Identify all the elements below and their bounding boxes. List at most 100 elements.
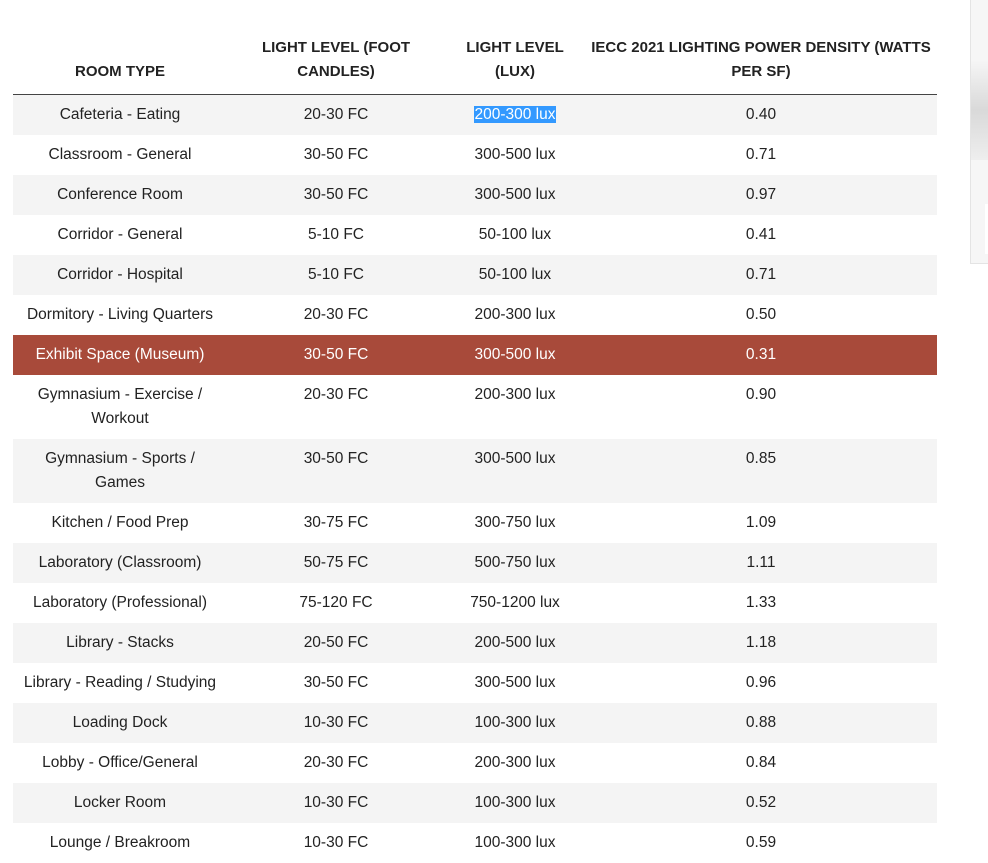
cell-room-type: Conference Room [13,175,227,215]
lighting-levels-table: ROOM TYPE LIGHT LEVEL (FOOT CANDLES) LIG… [13,0,937,863]
cell-lux: 500-750 lux [445,543,585,583]
table-row: Locker Room 10-30 FC 100-300 lux 0.52 [13,783,937,823]
table-row: Corridor - Hospital 5-10 FC 50-100 lux 0… [13,255,937,295]
table-row-highlighted: Exhibit Space (Museum) 30-50 FC 300-500 … [13,335,937,375]
cell-foot-candles: 30-50 FC [227,335,445,375]
header-power-density: IECC 2021 LIGHTING POWER DENSITY (WATTS … [585,0,937,95]
table-row: Laboratory (Professional) 75-120 FC 750-… [13,583,937,623]
header-lux: LIGHT LEVEL (LUX) [445,0,585,95]
cell-power-density: 1.18 [585,623,937,663]
cell-power-density: 0.88 [585,703,937,743]
cell-power-density: 0.50 [585,295,937,335]
cell-foot-candles: 30-50 FC [227,135,445,175]
cell-foot-candles: 30-50 FC [227,663,445,703]
cell-lux: 300-500 lux [445,135,585,175]
cell-lux: 300-500 lux [445,175,585,215]
cell-foot-candles: 20-30 FC [227,95,445,136]
cell-lux: 200-300 lux [445,743,585,783]
cell-room-type: Corridor - Hospital [13,255,227,295]
cell-power-density: 0.90 [585,375,937,439]
cell-power-density: 0.97 [585,175,937,215]
cell-power-density: 0.52 [585,783,937,823]
cell-lux: 300-500 lux [445,663,585,703]
table-row: Lobby - Office/General 20-30 FC 200-300 … [13,743,937,783]
table-row: Cafeteria - Eating 20-30 FC 200-300 lux … [13,95,937,136]
cell-foot-candles: 20-30 FC [227,295,445,335]
cell-room-type: Cafeteria - Eating [13,95,227,136]
lighting-levels-table-wrapper: ROOM TYPE LIGHT LEVEL (FOOT CANDLES) LIG… [13,0,937,863]
cell-power-density: 1.33 [585,583,937,623]
cell-room-type: Library - Reading / Studying [13,663,227,703]
cell-room-type: Kitchen / Food Prep [13,503,227,543]
cell-foot-candles: 10-30 FC [227,703,445,743]
cell-foot-candles: 20-50 FC [227,623,445,663]
cell-room-type: Laboratory (Professional) [13,583,227,623]
cell-lux: 100-300 lux [445,823,585,863]
cell-room-type: Laboratory (Classroom) [13,543,227,583]
cell-power-density: 1.11 [585,543,937,583]
table-row: Kitchen / Food Prep 30-75 FC 300-750 lux… [13,503,937,543]
cell-power-density: 0.84 [585,743,937,783]
cell-foot-candles: 50-75 FC [227,543,445,583]
cell-foot-candles: 75-120 FC [227,583,445,623]
table-body: Cafeteria - Eating 20-30 FC 200-300 lux … [13,95,937,863]
table-row: Laboratory (Classroom) 50-75 FC 500-750 … [13,543,937,583]
cell-lux: 200-300 lux [445,375,585,439]
cell-power-density: 0.31 [585,335,937,375]
cell-power-density: 1.09 [585,503,937,543]
cell-lux: 200-300 lux [445,295,585,335]
cell-power-density: 0.59 [585,823,937,863]
cell-room-type: Library - Stacks [13,623,227,663]
cell-room-type: Lobby - Office/General [13,743,227,783]
cell-foot-candles: 30-50 FC [227,439,445,503]
cell-lux: 200-300 lux [445,95,585,136]
cell-foot-candles: 10-30 FC [227,783,445,823]
selected-text: 200-300 lux [474,106,555,123]
table-row: Lounge / Breakroom 10-30 FC 100-300 lux … [13,823,937,863]
cell-foot-candles: 20-30 FC [227,375,445,439]
header-foot-candles: LIGHT LEVEL (FOOT CANDLES) [227,0,445,95]
table-header: ROOM TYPE LIGHT LEVEL (FOOT CANDLES) LIG… [13,0,937,95]
table-row: Gymnasium - Exercise / Workout 20-30 FC … [13,375,937,439]
cell-power-density: 0.40 [585,95,937,136]
table-row: Library - Stacks 20-50 FC 200-500 lux 1.… [13,623,937,663]
cell-room-type: Loading Dock [13,703,227,743]
cell-lux: 100-300 lux [445,703,585,743]
cell-foot-candles: 5-10 FC [227,255,445,295]
cell-power-density: 0.96 [585,663,937,703]
cell-room-type: Dormitory - Living Quarters [13,295,227,335]
cell-foot-candles: 30-75 FC [227,503,445,543]
cell-room-type: Gymnasium - Exercise / Workout [13,375,227,439]
cell-lux: 300-500 lux [445,335,585,375]
table-row: Loading Dock 10-30 FC 100-300 lux 0.88 [13,703,937,743]
table-row: Dormitory - Living Quarters 20-30 FC 200… [13,295,937,335]
cell-lux: 300-750 lux [445,503,585,543]
cell-room-type: Exhibit Space (Museum) [13,335,227,375]
cell-lux: 750-1200 lux [445,583,585,623]
cell-power-density: 0.85 [585,439,937,503]
cell-lux: 100-300 lux [445,783,585,823]
cell-lux: 300-500 lux [445,439,585,503]
cell-room-type: Classroom - General [13,135,227,175]
table-row: Gymnasium - Sports / Games 30-50 FC 300-… [13,439,937,503]
cell-room-type: Locker Room [13,783,227,823]
cell-room-type: Lounge / Breakroom [13,823,227,863]
table-row: Conference Room 30-50 FC 300-500 lux 0.9… [13,175,937,215]
sidebar-ad-image [971,60,988,160]
table-row: Corridor - General 5-10 FC 50-100 lux 0.… [13,215,937,255]
cell-foot-candles: 20-30 FC [227,743,445,783]
cell-room-type: Gymnasium - Sports / Games [13,439,227,503]
header-room-type: ROOM TYPE [13,0,227,95]
cell-power-density: 0.71 [585,135,937,175]
cell-foot-candles: 10-30 FC [227,823,445,863]
cell-lux: 50-100 lux [445,255,585,295]
cell-power-density: 0.71 [585,255,937,295]
table-row: Library - Reading / Studying 30-50 FC 30… [13,663,937,703]
sidebar-ad-panel[interactable] [970,0,988,264]
header-row: ROOM TYPE LIGHT LEVEL (FOOT CANDLES) LIG… [13,0,937,95]
table-row: Classroom - General 30-50 FC 300-500 lux… [13,135,937,175]
cell-foot-candles: 30-50 FC [227,175,445,215]
cell-lux: 50-100 lux [445,215,585,255]
cell-lux: 200-500 lux [445,623,585,663]
cell-power-density: 0.41 [585,215,937,255]
